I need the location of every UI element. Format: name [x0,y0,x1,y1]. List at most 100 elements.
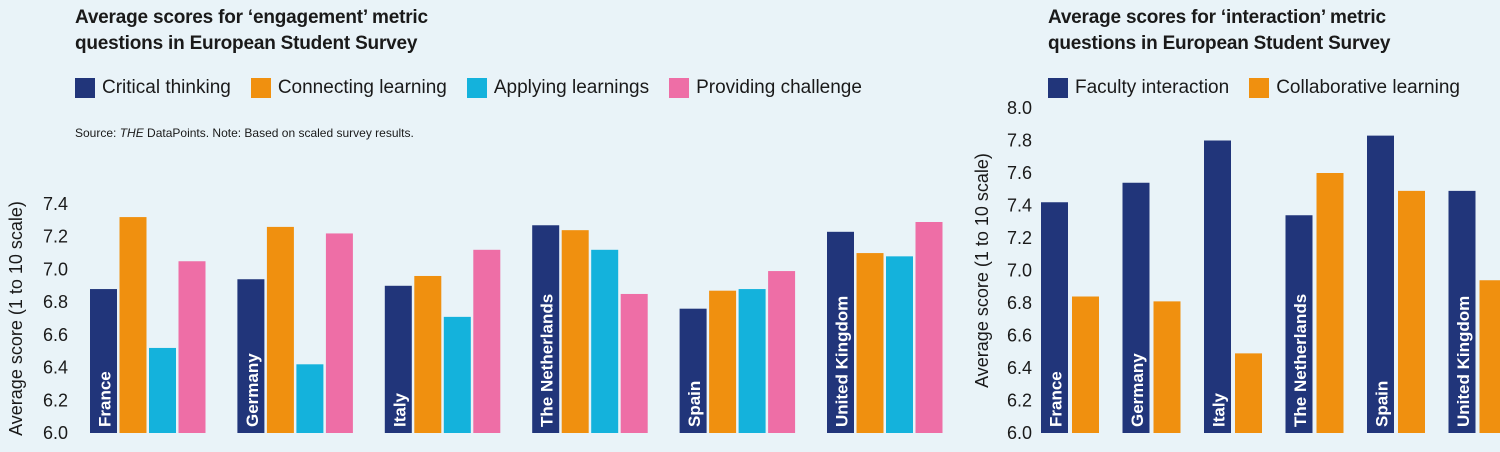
bar-faculty-interaction-united-kingdom [1448,190,1476,433]
category-label-germany: Germany [1128,353,1147,427]
y-tick-label: 7.4 [43,194,68,214]
y-tick-label: 6.4 [43,358,68,378]
y-axis-label: Average score (1 to 10 scale) [972,153,992,388]
interaction-chart-panel: Average scores for ‘interaction’ metric … [970,0,1500,452]
bar-connecting-learning-germany [266,226,294,433]
y-tick-label: 7.0 [1007,261,1032,281]
bar-providing-challenge-united-kingdom [915,221,943,433]
category-label-italy: Italy [390,392,409,427]
legend-swatch-providing-challenge [669,78,690,98]
bar-collaborative-learning-germany [1153,301,1181,433]
category-label-the-netherlands: The Netherlands [538,294,557,427]
bar-applying-learnings-italy [443,316,471,433]
y-tick-label: 6.0 [1007,423,1032,443]
legend-item-faculty-interaction: Faculty interaction [1048,77,1229,99]
y-tick-label: 7.8 [1007,131,1032,151]
bar-faculty-interaction-italy [1204,140,1231,433]
y-tick-label: 6.2 [43,390,68,410]
category-label-france: France [1047,371,1066,427]
bar-providing-challenge-germany [325,233,353,433]
y-axis-label: Average score (1 to 10 scale) [6,201,26,436]
bar-connecting-learning-france [119,217,147,433]
y-tick-label: 6.8 [43,292,68,312]
bar-faculty-interaction-germany [1122,182,1150,433]
bar-faculty-interaction-the-netherlands [1285,215,1313,433]
legend-swatch-connecting-learning [250,78,271,98]
legend-swatch-critical-thinking [75,78,95,98]
interaction-chart-title: Average scores for ‘interaction’ metric … [1048,5,1390,57]
bar-critical-thinking-spain [679,308,707,433]
y-tick-label: 8.0 [1007,98,1032,118]
interaction-title-line-2: questions in European Student Survey [1048,33,1391,54]
category-label-united-kingdom: United Kingdom [1454,296,1473,427]
y-tick-label: 7.4 [1007,196,1032,216]
interaction-legend: Faculty interaction Collaborative learni… [1048,77,1480,99]
bar-connecting-learning-united-kingdom [856,253,884,433]
bar-providing-challenge-france [178,261,206,433]
bar-critical-thinking-the-netherlands [532,225,560,433]
y-tick-label: 6.6 [43,325,68,345]
bar-critical-thinking-united-kingdom [827,231,854,433]
legend-label-collaborative-learning: Collaborative learning [1276,77,1460,98]
y-tick-label: 6.2 [1007,391,1032,411]
bar-connecting-learning-italy [414,275,442,433]
legend-label-providing-challenge: Providing challenge [696,77,862,98]
source-italic: THE [119,126,144,140]
bar-faculty-interaction-france [1041,202,1068,433]
legend-item-providing-challenge: Providing challenge [669,77,862,99]
category-label-france: France [96,371,115,427]
bar-providing-challenge-spain [768,271,796,433]
interaction-chart: Average score (1 to 10 scale) 6.0 6.2 6.4 6.… [972,98,1500,443]
y-tick-label: 6.0 [43,423,68,443]
bar-collaborative-learning-united-kingdom [1479,280,1500,433]
bar-collaborative-learning-spain [1398,190,1425,433]
legend-swatch-faculty-interaction [1048,78,1068,98]
legend-label-faculty-interaction: Faculty interaction [1075,77,1230,98]
bar-applying-learnings-the-netherlands [591,249,619,433]
y-tick-label: 6.4 [1007,358,1032,378]
bar-collaborative-learning-the-netherlands [1316,173,1344,433]
bar-connecting-learning-spain [709,290,737,433]
bar-providing-challenge-italy [473,249,501,433]
y-tick-label: 6.6 [1007,326,1032,346]
engagement-legend: Critical thinking Connecting learning Ap… [75,77,882,99]
legend-swatch-collaborative-learning [1249,78,1270,98]
category-label-spain: Spain [1373,381,1392,427]
engagement-chart: Average score (1 to 10 scale) 6.0 6.2 6.4 6.… [6,194,943,443]
bar-applying-learnings-united-kingdom [886,256,913,433]
bar-applying-learnings-germany [296,364,324,433]
y-tick-label: 7.2 [1007,228,1032,248]
y-tick-label: 7.2 [43,227,68,247]
legend-label-connecting-learning: Connecting learning [277,77,447,98]
bar-collaborative-learning-italy [1235,353,1262,433]
bar-faculty-interaction-spain [1367,135,1394,433]
legend-item-connecting-learning: Connecting learning [250,77,447,99]
source-note: Source: THE DataPoints. Note: Based on s… [75,126,414,140]
bar-critical-thinking-france [90,289,117,433]
legend-swatch-applying-learnings [466,78,487,98]
category-label-italy: Italy [1210,392,1229,427]
bar-collaborative-learning-france [1072,296,1099,433]
y-tick-label: 7.6 [1007,163,1032,183]
bar-applying-learnings-france [149,347,176,433]
category-label-the-netherlands: The Netherlands [1291,294,1310,427]
interaction-title-line-1: Average scores for ‘interaction’ metric [1048,7,1386,28]
bar-applying-learnings-spain [738,289,766,433]
legend-item-applying-learnings: Applying learnings [466,77,650,99]
engagement-title-line-2: questions in European Student Survey [75,33,418,54]
engagement-chart-panel: Average scores for ‘engagement’ metric q… [6,5,943,443]
category-label-germany: Germany [243,353,262,427]
category-label-spain: Spain [685,381,704,427]
bar-providing-challenge-the-netherlands [620,293,648,433]
engagement-title-line-1: Average scores for ‘engagement’ metric [75,7,428,28]
bar-critical-thinking-italy [384,285,412,433]
engagement-chart-title: Average scores for ‘engagement’ metric q… [75,5,428,57]
bar-connecting-learning-the-netherlands [561,230,589,433]
legend-item-collaborative-learning: Collaborative learning [1249,77,1460,99]
legend-label-applying-learnings: Applying learnings [493,77,650,98]
legend-label-critical-thinking: Critical thinking [102,77,231,98]
legend-item-critical-thinking: Critical thinking [75,77,231,99]
category-label-united-kingdom: United Kingdom [833,296,852,427]
y-tick-label: 6.8 [1007,293,1032,313]
bar-critical-thinking-germany [237,279,265,433]
